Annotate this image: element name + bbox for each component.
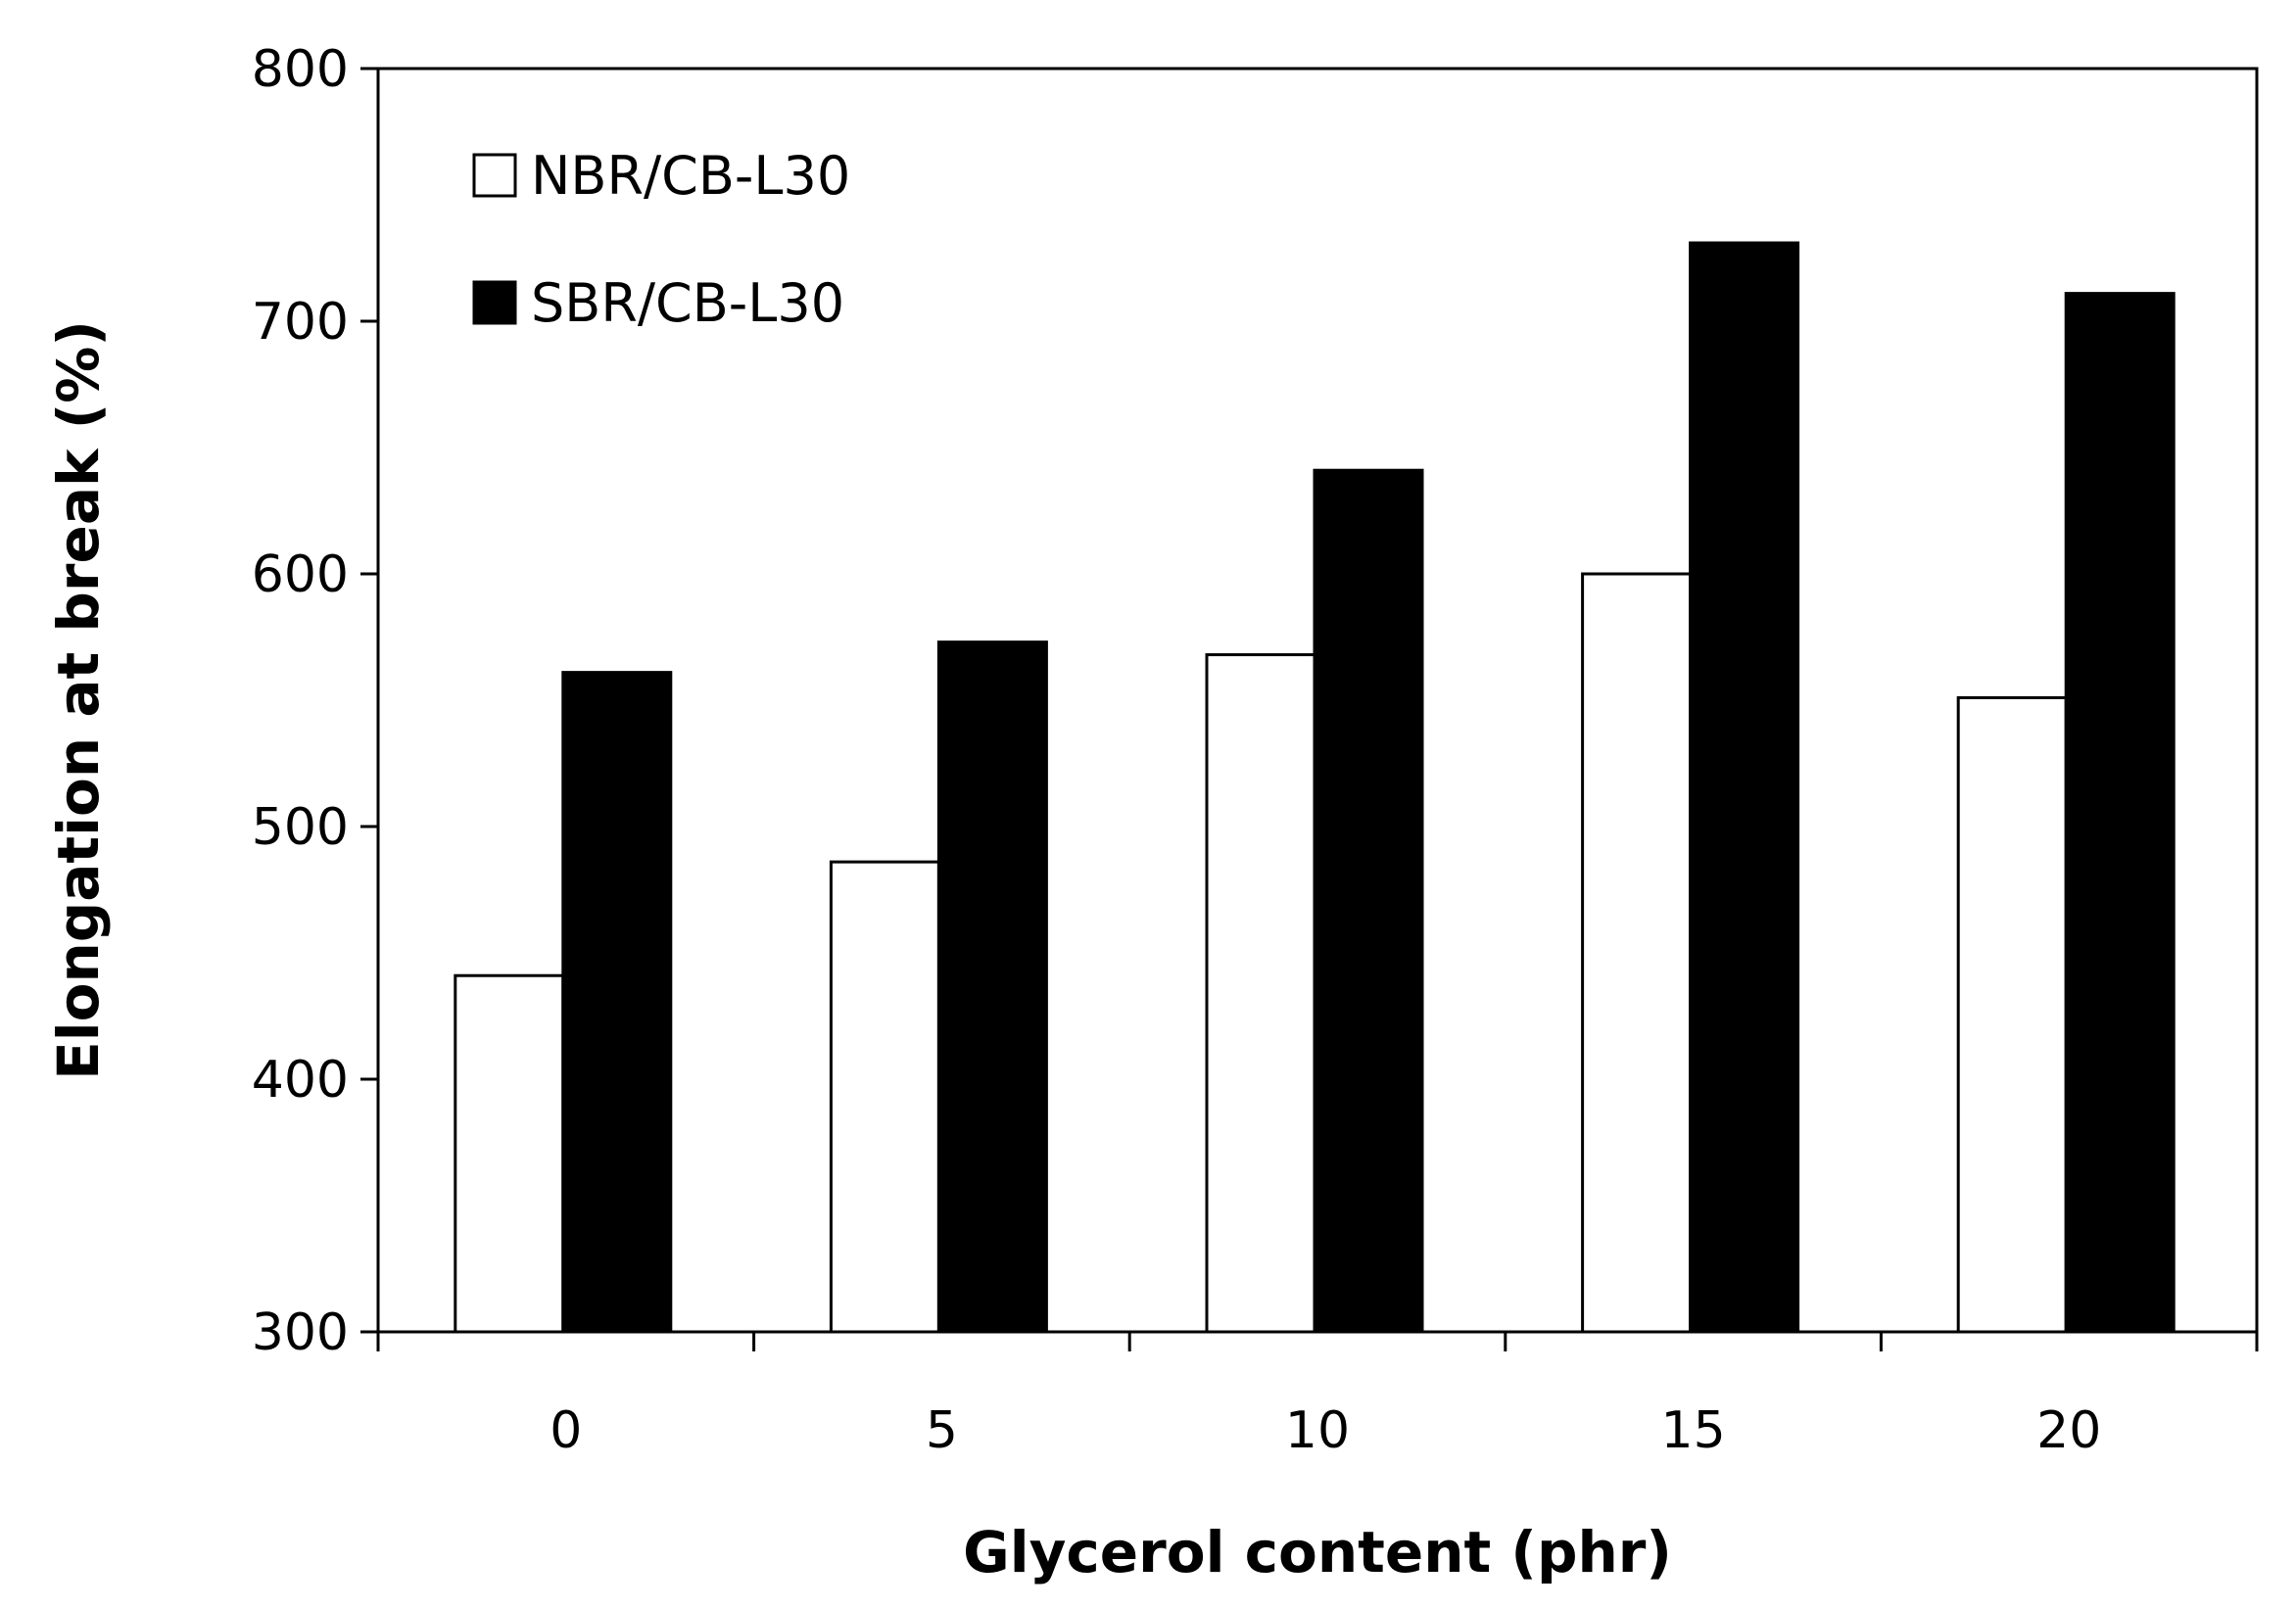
bar-nbr-cb-l30-10 xyxy=(1205,653,1316,1334)
y-tick-label: 800 xyxy=(252,40,349,99)
bar-sbr-cb-l30-5 xyxy=(936,640,1048,1334)
x-tick-label: 5 xyxy=(926,1401,958,1460)
x-axis-title: Glycerol content (phr) xyxy=(963,1519,1672,1585)
legend-label: NBR/CB-L30 xyxy=(531,145,850,207)
x-tick-label: 20 xyxy=(2036,1401,2101,1460)
bar-sbr-cb-l30-15 xyxy=(1689,241,1800,1334)
y-axis-title: Elongation at break (%) xyxy=(45,320,112,1080)
legend: NBR/CB-L30 SBR/CB-L30 xyxy=(472,145,850,334)
legend-swatch xyxy=(472,280,517,325)
bar-nbr-cb-l30-0 xyxy=(454,973,565,1334)
x-tick-label: 0 xyxy=(550,1401,582,1460)
y-tick-label: 600 xyxy=(252,545,349,604)
bar-sbr-cb-l30-10 xyxy=(1313,468,1424,1334)
bar-sbr-cb-l30-20 xyxy=(2064,292,2176,1334)
legend-swatch xyxy=(472,153,517,198)
bars-group xyxy=(454,241,2176,1334)
y-tick-label: 400 xyxy=(252,1051,349,1110)
bar-nbr-cb-l30-15 xyxy=(1581,572,1693,1334)
x-tick-label: 10 xyxy=(1285,1401,1350,1460)
y-tick-label: 300 xyxy=(252,1303,349,1362)
plot-frame xyxy=(376,67,2259,1334)
x-tick-label: 15 xyxy=(1661,1401,1726,1460)
axes-group: 300 400 500 600 700 800 0 5 10 15 20 xyxy=(252,40,2259,1460)
bar-nbr-cb-l30-20 xyxy=(1956,695,2068,1334)
bar-nbr-cb-l30-5 xyxy=(829,860,940,1334)
legend-label: SBR/CB-L30 xyxy=(531,272,844,334)
y-tick-label: 500 xyxy=(252,798,349,857)
bar-sbr-cb-l30-0 xyxy=(561,671,673,1334)
y-tick-label: 700 xyxy=(252,293,349,352)
